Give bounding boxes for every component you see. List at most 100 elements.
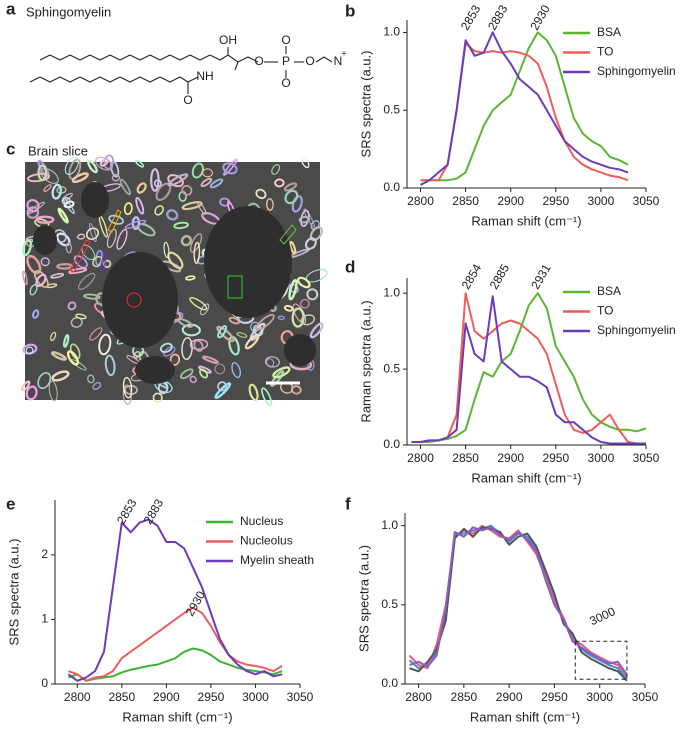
x-tick-label: 2900 (153, 690, 180, 704)
cell-body (102, 252, 178, 348)
chain (209, 54, 259, 63)
x-tick-label: 3000 (242, 690, 269, 704)
y-tick-label: 1.0 (381, 518, 398, 532)
legend-label: Sphingomyelin (597, 323, 676, 337)
texture (67, 301, 77, 311)
texture (122, 376, 133, 399)
texture (274, 178, 285, 188)
texture (75, 313, 87, 320)
texture (197, 200, 207, 215)
annotation: 2885 (487, 261, 513, 291)
texture (111, 173, 121, 182)
legend-label: TO (597, 45, 613, 59)
annotation: 2853 (114, 496, 140, 526)
legend-label: BSA (597, 284, 621, 298)
texture (298, 215, 311, 224)
texture (284, 189, 299, 205)
texture (116, 228, 128, 250)
panel-label: f (345, 494, 351, 513)
annotation: 2883 (485, 2, 511, 32)
texture (244, 333, 260, 350)
x-tick-label: 2900 (496, 690, 523, 704)
texture (61, 197, 71, 205)
texture (62, 197, 75, 214)
x-tick-label: 2850 (451, 690, 478, 704)
texture (50, 331, 57, 342)
texture (300, 298, 310, 309)
texture (43, 184, 52, 192)
texture (154, 205, 164, 216)
texture (103, 154, 115, 170)
y-axis-label: SRS spectra (a.u.) (356, 545, 371, 652)
texture (193, 241, 201, 264)
texture (40, 257, 50, 267)
texture (66, 350, 80, 366)
texture (22, 239, 32, 257)
atom: O (281, 76, 290, 90)
texture (200, 303, 210, 316)
texture (185, 275, 196, 281)
panel-label: c (6, 139, 15, 158)
x-tick-label: 2800 (407, 451, 434, 465)
x-tick-label: 3050 (633, 194, 660, 208)
texture (163, 346, 176, 357)
series-line (411, 292, 647, 443)
x-tick-label: 2950 (198, 690, 225, 704)
y-axis-label: Raman spectra (a.u.) (358, 300, 373, 422)
texture (289, 240, 297, 255)
texture (193, 339, 204, 352)
texture (277, 315, 285, 320)
x-tick-label: 3000 (586, 690, 613, 704)
structure-name: Sphingomyelin (26, 4, 111, 19)
x-axis-label: Raman shift (cm⁻¹) (470, 709, 580, 724)
texture (25, 346, 34, 355)
x-tick-label: 3000 (588, 194, 615, 208)
texture (32, 309, 40, 319)
y-axis-label: SRS spectra (a.u.) (6, 539, 21, 646)
atom: NH (196, 69, 213, 83)
texture (133, 351, 141, 359)
texture (216, 325, 235, 343)
texture (48, 380, 58, 402)
x-axis-label: Raman shift (cm⁻¹) (122, 709, 232, 724)
panel-label: d (345, 257, 355, 276)
legend-label: Nucleolus (240, 534, 293, 548)
y-tick-label: 0.5 (383, 361, 400, 375)
x-tick-label: 2800 (405, 690, 432, 704)
y-tick-label: 0.0 (381, 676, 398, 690)
texture (261, 387, 273, 407)
texture (266, 198, 274, 211)
texture (304, 237, 317, 250)
panel-label: b (345, 1, 355, 20)
series-line (420, 31, 629, 182)
x-tick-label: 2950 (542, 194, 569, 208)
series-line (420, 31, 629, 186)
texture (173, 221, 189, 230)
y-tick-label: 1.0 (383, 285, 400, 299)
texture (271, 164, 281, 175)
atom: N (334, 54, 343, 68)
annotation: 2883 (141, 496, 167, 526)
roi (99, 251, 108, 273)
series-line (411, 295, 646, 445)
roi (126, 292, 142, 308)
texture (88, 222, 97, 242)
texture (51, 370, 70, 382)
image-title: Brain slice (28, 143, 88, 158)
legend-label: Sphingomyelin (597, 64, 676, 78)
x-tick-label: 2850 (452, 194, 479, 208)
texture (92, 382, 102, 390)
atom: P (282, 54, 290, 68)
structure (29, 46, 333, 94)
y-tick-label: 0.5 (383, 102, 400, 116)
annotation: 2853 (458, 2, 484, 32)
atom: OH (219, 33, 237, 47)
x-tick-label: 3050 (632, 690, 659, 704)
x-tick-label: 2900 (497, 194, 524, 208)
x-tick-label: 2900 (497, 451, 524, 465)
texture (92, 255, 103, 268)
texture (255, 314, 275, 331)
texture (70, 316, 83, 328)
x-tick-label: 2950 (542, 451, 569, 465)
texture (135, 159, 145, 168)
